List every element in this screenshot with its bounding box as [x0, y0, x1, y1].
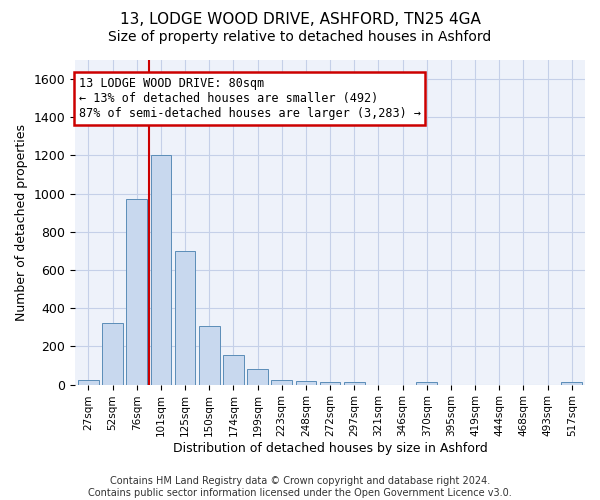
Bar — [320, 382, 340, 384]
Bar — [271, 380, 292, 384]
Bar — [103, 322, 123, 384]
X-axis label: Distribution of detached houses by size in Ashford: Distribution of detached houses by size … — [173, 442, 487, 455]
Bar — [562, 382, 582, 384]
Bar — [296, 381, 316, 384]
Bar — [151, 156, 171, 384]
Bar — [344, 382, 365, 384]
Bar — [175, 251, 196, 384]
Text: 13 LODGE WOOD DRIVE: 80sqm
← 13% of detached houses are smaller (492)
87% of sem: 13 LODGE WOOD DRIVE: 80sqm ← 13% of deta… — [79, 77, 421, 120]
Bar — [199, 326, 220, 384]
Text: 13, LODGE WOOD DRIVE, ASHFORD, TN25 4GA: 13, LODGE WOOD DRIVE, ASHFORD, TN25 4GA — [119, 12, 481, 28]
Bar — [416, 382, 437, 384]
Text: Size of property relative to detached houses in Ashford: Size of property relative to detached ho… — [109, 30, 491, 44]
Text: Contains HM Land Registry data © Crown copyright and database right 2024.
Contai: Contains HM Land Registry data © Crown c… — [88, 476, 512, 498]
Bar — [247, 370, 268, 384]
Bar — [78, 380, 99, 384]
Y-axis label: Number of detached properties: Number of detached properties — [15, 124, 28, 321]
Bar — [223, 355, 244, 384]
Bar — [127, 200, 147, 384]
